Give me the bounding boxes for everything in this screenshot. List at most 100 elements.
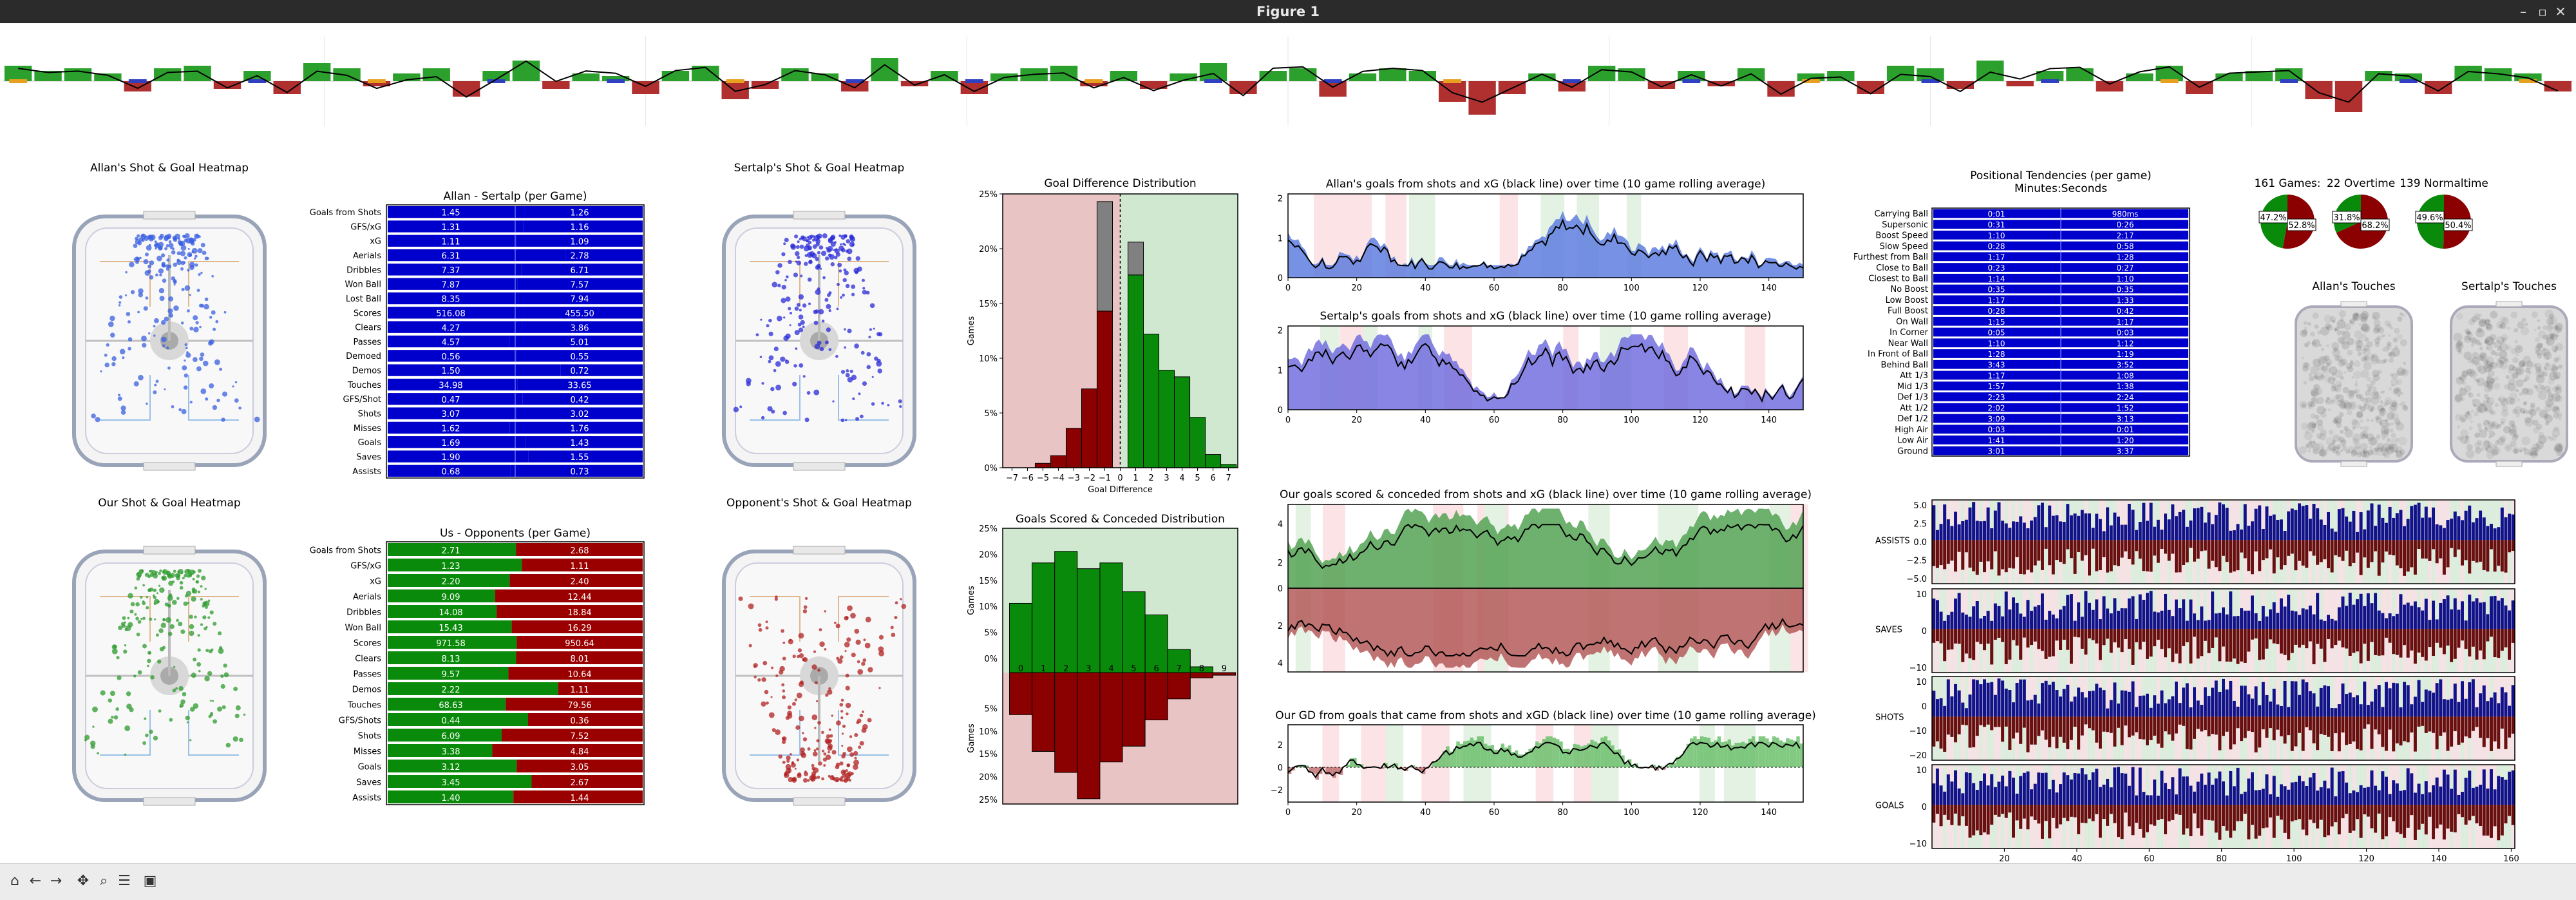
tendency-right: 3:52 <box>2117 361 2134 370</box>
touch-dot <box>2302 362 2311 370</box>
stat-bar-them <box>2341 629 2344 647</box>
shot-dot <box>820 347 824 351</box>
table-row-label: xG <box>370 237 381 247</box>
stat-bar-them <box>2077 805 2080 834</box>
stat-bar-us <box>2175 516 2178 540</box>
stat-bar-us <box>2479 693 2482 716</box>
tendency-right: 0:27 <box>2117 263 2134 273</box>
stat-bar-them <box>2334 716 2337 733</box>
table-value-left: 4.57 <box>442 338 460 348</box>
stat-bar-them <box>2012 629 2015 640</box>
stat-bar-us <box>2095 514 2098 541</box>
table-value-left: 2.20 <box>442 577 460 587</box>
stat-bar-them <box>2121 805 2124 839</box>
touch-dot <box>2351 450 2358 456</box>
shot-dot <box>198 591 200 593</box>
stat-bar-them <box>2378 805 2381 813</box>
shot-dot <box>849 242 855 247</box>
pan-icon[interactable]: ✥ <box>73 870 93 892</box>
shot-dot <box>205 298 209 302</box>
shot-dot <box>773 369 777 372</box>
maximize-icon[interactable]: ▫ <box>2535 0 2550 23</box>
stat-bar-them <box>2034 805 2037 819</box>
save-icon[interactable]: ▣ <box>140 870 160 892</box>
shot-dot <box>782 411 787 416</box>
shot-dot <box>166 267 169 271</box>
touch-dot <box>2326 446 2331 452</box>
shot-dot <box>155 273 158 276</box>
shot-dot <box>124 725 130 731</box>
stat-bar-us <box>2497 600 2500 629</box>
shot-dot <box>135 239 140 244</box>
table-value-left: 8.35 <box>442 295 460 305</box>
table-value-left: 1.40 <box>442 794 460 803</box>
stat-bar-them <box>2204 805 2207 819</box>
stat-bar-them <box>2363 540 2366 557</box>
shot-dot <box>795 347 797 350</box>
close-icon[interactable]: ✕ <box>2553 0 2568 23</box>
touch-dot <box>2479 342 2483 346</box>
stat-bar-them <box>2501 805 2504 835</box>
stat-bar-them <box>2247 805 2250 839</box>
touch-dot <box>2319 344 2322 347</box>
shot-dot <box>804 262 808 265</box>
pie-label: 50.4% <box>2445 221 2471 231</box>
touch-dot <box>2524 417 2532 424</box>
shot-dot <box>770 387 774 391</box>
back-icon[interactable]: ← <box>26 870 45 892</box>
touch-dot <box>2311 430 2315 433</box>
stat-bar-us <box>2316 593 2319 629</box>
home-icon[interactable]: ⌂ <box>5 870 24 892</box>
stat-bar-us <box>1969 508 1972 541</box>
stat-bar-them <box>2327 540 2330 568</box>
touch-dot <box>2382 452 2387 457</box>
shot-dot <box>790 312 792 314</box>
tendency-left: 0:31 <box>1988 220 2005 229</box>
stat-bar-us <box>2298 615 2301 629</box>
stat-bar-us <box>2436 619 2439 629</box>
strip-bar <box>453 81 480 97</box>
stat-bar-them <box>2363 805 2366 814</box>
shot-dot <box>160 296 165 301</box>
shot-dot <box>184 359 185 361</box>
shot-dot <box>783 316 785 318</box>
shot-dot <box>802 303 806 307</box>
forward-icon[interactable]: → <box>46 870 66 892</box>
shot-dot <box>184 256 187 260</box>
tendency-left: 1:17 <box>1988 371 2005 380</box>
touch-dot <box>2467 444 2473 450</box>
touch-dot <box>2400 450 2405 455</box>
stat-bar-us <box>2323 621 2326 629</box>
minimize-icon[interactable]: – <box>2515 0 2531 23</box>
stat-bar-us <box>2475 518 2478 540</box>
shot-dot <box>153 334 155 336</box>
ytick-label: 15% <box>979 300 998 309</box>
configure-icon[interactable]: ☰ <box>115 870 134 892</box>
stat-bar-us <box>2294 782 2297 805</box>
stat-bar-them <box>2048 805 2051 838</box>
xtick-label: 40 <box>1420 808 1431 818</box>
touch-dot <box>2380 400 2383 404</box>
stat-bar-them <box>2124 716 2127 725</box>
shot-dot <box>824 298 828 302</box>
xtick-label: 80 <box>1557 283 1568 293</box>
stat-bar-them <box>2407 716 2410 742</box>
stat-bar-them <box>2436 716 2439 749</box>
shot-dot <box>158 709 162 713</box>
zoom-icon[interactable]: ⌕ <box>94 870 113 892</box>
shot-dot <box>144 259 149 264</box>
stat-bar-us <box>2389 507 2392 540</box>
stat-bar-us <box>2139 522 2142 540</box>
stat-bar-them <box>2258 716 2261 747</box>
table-value-left: 34.98 <box>439 381 462 391</box>
stat-bar-us <box>2457 609 2460 629</box>
stat-bar-them <box>2037 629 2040 649</box>
touch-dot <box>2340 430 2344 434</box>
stat-bar-them <box>2117 540 2120 566</box>
shot-dot <box>147 269 151 273</box>
stat-bar-them <box>2421 805 2424 823</box>
stat-bar-us <box>2410 704 2413 716</box>
stat-bar-us <box>2106 507 2109 540</box>
tendency-right: 2:24 <box>2117 393 2134 402</box>
stat-bar-us <box>2327 615 2330 629</box>
